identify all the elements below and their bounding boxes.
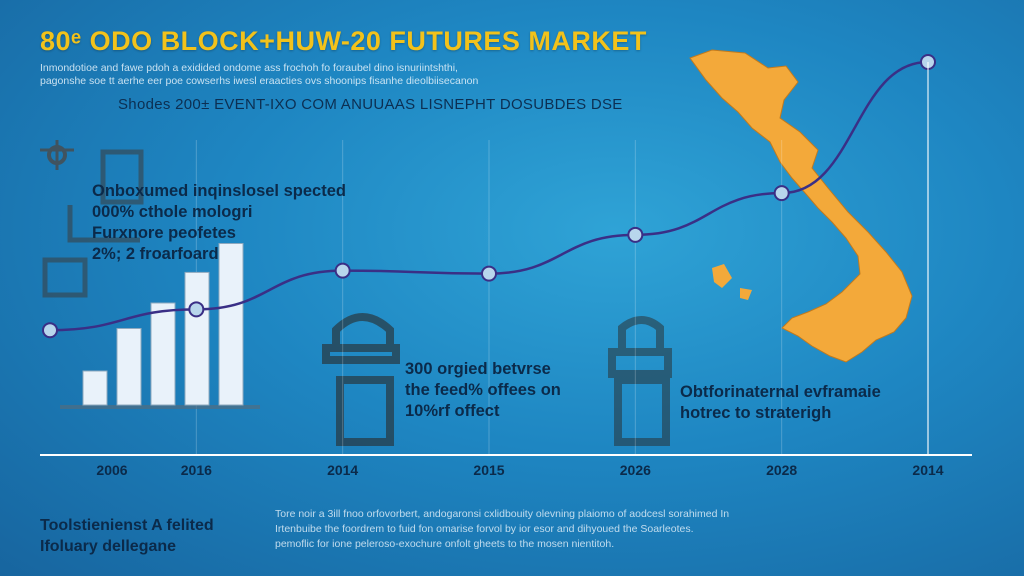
subheading: Shodes 200± EVENT-IXO COM ANUUAAS LISNEP…: [118, 96, 623, 113]
subtitle: Inmondotioe and fawe pdoh a exidided ond…: [40, 62, 620, 88]
device-icon: [42, 149, 144, 298]
annotation-note: Obtforinaternal evframaie hotrec to stra…: [680, 382, 881, 424]
note-line: the feed% offees on: [405, 381, 561, 399]
note-line: 000% cthole mologri: [92, 203, 253, 221]
bar: [82, 370, 108, 406]
padlock-icon: [608, 316, 672, 446]
data-point: [481, 265, 497, 282]
annotation-note: 300 orgied betvrse the feed% offees on 1…: [405, 359, 561, 422]
note-line: Obtforinaternal evframaie: [680, 383, 881, 401]
gear-icon: [40, 140, 74, 170]
bar-baseline: [60, 405, 260, 409]
subtitle-line: Inmondotioe and fawe pdoh a exidided ond…: [40, 62, 458, 74]
footer-heading-line: Toolstienienst A felited: [40, 517, 214, 534]
footer-text-line: Tore noir a 3ill fnoo orfovorbert, andog…: [275, 508, 730, 520]
data-point: [42, 322, 58, 339]
note-line: 2%; 2 froarfoard: [92, 245, 219, 263]
x-tick-label: 2006: [96, 462, 127, 478]
vietnam-map: [689, 49, 913, 363]
x-tick-label: 2026: [620, 462, 651, 478]
data-point: [773, 185, 790, 202]
note-line: 10%rf offect: [405, 402, 500, 420]
x-tick-label: 2016: [181, 462, 212, 478]
data-point: [334, 262, 351, 279]
x-tick-label: 2028: [766, 462, 797, 478]
footer-text-line: Irtenbuibe the foordrem to fuid fon omar…: [275, 523, 694, 535]
bar: [150, 302, 176, 406]
bar: [184, 271, 210, 406]
footer-text: Tore noir a 3ill fnoo orfovorbert, andog…: [275, 507, 885, 552]
x-tick-label: 2014: [912, 462, 943, 478]
padlock-icon: [322, 313, 400, 446]
data-point: [188, 301, 205, 318]
map-island: [740, 288, 752, 300]
page-title: 80ᵉ ODO BLOCK+HUW-20 FUTURES MARKET: [40, 26, 647, 56]
subtitle-line: pagonshe soe tt aerhe eer poe cowserhs i…: [40, 75, 479, 87]
note-line: hotrec to straterigh: [680, 404, 832, 422]
note-line: Furxnore peofetes: [92, 224, 236, 242]
footer-text-line: pemoflic for ione peleroso-exochure onfo…: [275, 538, 615, 550]
note-line: Onboxumed inqinslosel spected: [92, 182, 346, 200]
note-line: 300 orgied betvrse: [405, 360, 551, 378]
annotation-note: Onboxumed inqinslosel spected 000% cthol…: [92, 181, 346, 265]
x-tick-label: 2014: [327, 462, 358, 478]
footer-heading-line: Ifoluary dellegane: [40, 538, 177, 555]
x-tick-label: 2015: [473, 462, 504, 478]
data-point: [627, 226, 644, 243]
map-island: [712, 264, 732, 288]
bar: [218, 243, 244, 406]
bar: [116, 328, 142, 406]
footer-heading: Toolstienienst A felited Ifoluary delleg…: [40, 515, 214, 557]
